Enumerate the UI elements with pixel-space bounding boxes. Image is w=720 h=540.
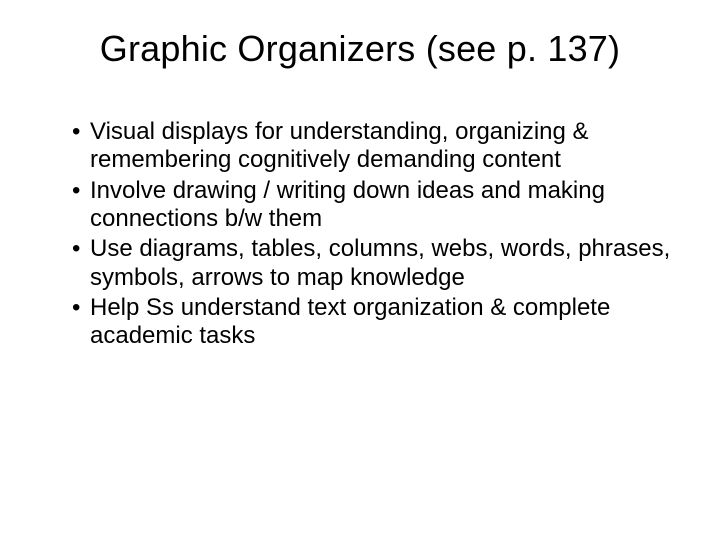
list-item: Use diagrams, tables, columns, webs, wor… <box>68 235 680 292</box>
bullet-text: Visual displays for understanding, organ… <box>90 118 589 173</box>
bullet-text: Use diagrams, tables, columns, webs, wor… <box>90 235 670 290</box>
bullet-text: Involve drawing / writing down ideas and… <box>90 177 605 232</box>
bullet-text: Help Ss understand text organization & c… <box>90 294 610 349</box>
list-item: Help Ss understand text organization & c… <box>68 294 680 351</box>
list-item: Visual displays for understanding, organ… <box>68 118 680 175</box>
slide-title: Graphic Organizers (see p. 137) <box>40 28 680 70</box>
bullet-list: Visual displays for understanding, organ… <box>68 118 680 351</box>
list-item: Involve drawing / writing down ideas and… <box>68 177 680 234</box>
slide: Graphic Organizers (see p. 137) Visual d… <box>0 0 720 540</box>
